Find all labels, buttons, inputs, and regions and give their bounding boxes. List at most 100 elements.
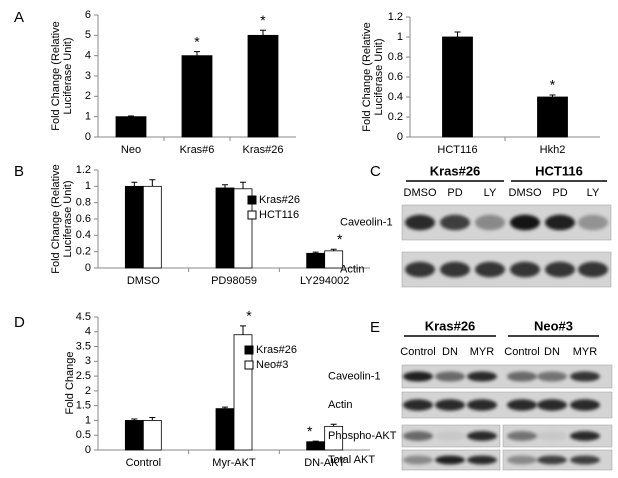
legend-swatch — [247, 210, 257, 220]
panel-letter: D — [14, 314, 25, 331]
blot-band — [510, 214, 540, 231]
x-tick-label: Control — [126, 457, 161, 469]
x-tick-label: DN-AKT — [304, 457, 345, 469]
y-tick-label: 4 — [85, 50, 91, 62]
lane-label: DN — [544, 346, 560, 358]
error-bar — [222, 184, 228, 188]
blot-band — [435, 371, 465, 382]
blot-band — [435, 399, 465, 411]
lane-label: MYR — [573, 346, 598, 358]
y-tick-label: 1 — [397, 31, 403, 43]
y-axis-label: Fold Change (Relative Luciferase Unit) — [50, 164, 74, 274]
y-tick-label: 1 — [85, 414, 91, 426]
bar — [142, 185, 162, 269]
error-bar — [128, 115, 134, 117]
bar — [124, 185, 144, 269]
blot-band — [570, 455, 600, 465]
blot-band — [435, 455, 465, 465]
x-tick-label: Kras#26 — [243, 144, 284, 156]
blot-band — [507, 399, 537, 411]
blot-band — [403, 431, 433, 441]
lane-label: DN — [442, 346, 458, 358]
bar — [215, 187, 235, 269]
significance-mark: * — [246, 308, 252, 324]
y-tick-label: 0.4 — [388, 91, 403, 103]
legend-label: Kras#26 — [256, 344, 297, 356]
bar — [247, 34, 279, 138]
y-tick-label: 4 — [85, 326, 91, 338]
error-bar — [240, 181, 246, 189]
row-label: Caveolin-1 — [328, 370, 381, 382]
blot-band — [545, 214, 575, 231]
error-bar — [149, 179, 156, 187]
blot-band — [545, 261, 575, 278]
lane-label: DMSO — [509, 187, 542, 199]
y-tick-label: 0.6 — [388, 71, 403, 83]
error-bar — [194, 51, 200, 56]
significance-mark: * — [337, 231, 343, 247]
blot-band — [507, 455, 537, 465]
blot-band — [440, 261, 470, 278]
x-tick-label: Hkh2 — [540, 144, 566, 156]
blot-band — [475, 214, 505, 231]
y-tick-label: 3 — [85, 355, 91, 367]
error-bar — [149, 416, 156, 421]
panel-letter: C — [370, 163, 381, 180]
blot-band — [405, 214, 435, 231]
x-tick-label: LY294002 — [300, 275, 349, 287]
y-tick-label: 2.5 — [76, 370, 91, 382]
blot-band — [475, 261, 505, 278]
x-tick-label: PD98059 — [211, 275, 257, 287]
bar — [124, 420, 144, 451]
lane-label: PD — [552, 187, 567, 199]
significance-mark: * — [260, 12, 266, 28]
lane-label: LY — [587, 187, 600, 199]
y-tick-label: 0 — [85, 444, 91, 456]
row-label: Total AKT — [328, 454, 375, 466]
x-tick-label: HCT116 — [437, 144, 477, 156]
panel-letter: A — [14, 9, 24, 26]
legend-label: Neo#3 — [256, 359, 288, 371]
blot-band — [510, 261, 540, 278]
error-bar — [240, 325, 246, 335]
bar — [142, 420, 162, 451]
x-tick-label: Neo — [121, 144, 141, 156]
y-tick-label: 1.5 — [76, 400, 91, 412]
blot-membrane — [401, 204, 612, 241]
significance-mark: * — [550, 77, 556, 93]
lane-label: DMSO — [404, 187, 437, 199]
legend-label: HCT116 — [259, 209, 299, 221]
y-tick-label: 1.2 — [76, 164, 91, 176]
bar — [537, 96, 568, 138]
blot-band — [507, 371, 537, 382]
y-tick-label: 0 — [85, 131, 91, 143]
blot-band — [507, 431, 537, 441]
blot-band — [578, 214, 608, 231]
blot-band — [537, 455, 567, 465]
lane-label: LY — [484, 187, 497, 199]
row-label: Actin — [340, 263, 364, 275]
error-bar — [312, 251, 319, 254]
y-tick-label: 0 — [397, 131, 403, 143]
bar — [306, 441, 326, 451]
row-label: Actin — [328, 399, 352, 411]
blot-band — [467, 455, 497, 465]
x-tick-label: DMSO — [127, 275, 160, 287]
bar — [181, 55, 213, 138]
blot-band — [537, 399, 567, 411]
lane-label: Control — [400, 346, 435, 358]
x-tick-label: Kras#6 — [180, 144, 215, 156]
row-label: Phospho-AKT — [328, 430, 397, 442]
error-bar — [312, 440, 319, 442]
y-tick-label: 5 — [85, 29, 91, 41]
y-tick-label: 0.8 — [388, 51, 403, 63]
legend-label: Kras#26 — [259, 194, 300, 206]
blot-band — [405, 261, 435, 278]
blot-band — [467, 371, 497, 382]
error-bar — [330, 248, 337, 251]
error-bar — [330, 423, 337, 427]
y-tick-label: 1 — [85, 180, 91, 192]
lane-label: Control — [504, 346, 539, 358]
group-label: HCT116 — [535, 163, 583, 178]
